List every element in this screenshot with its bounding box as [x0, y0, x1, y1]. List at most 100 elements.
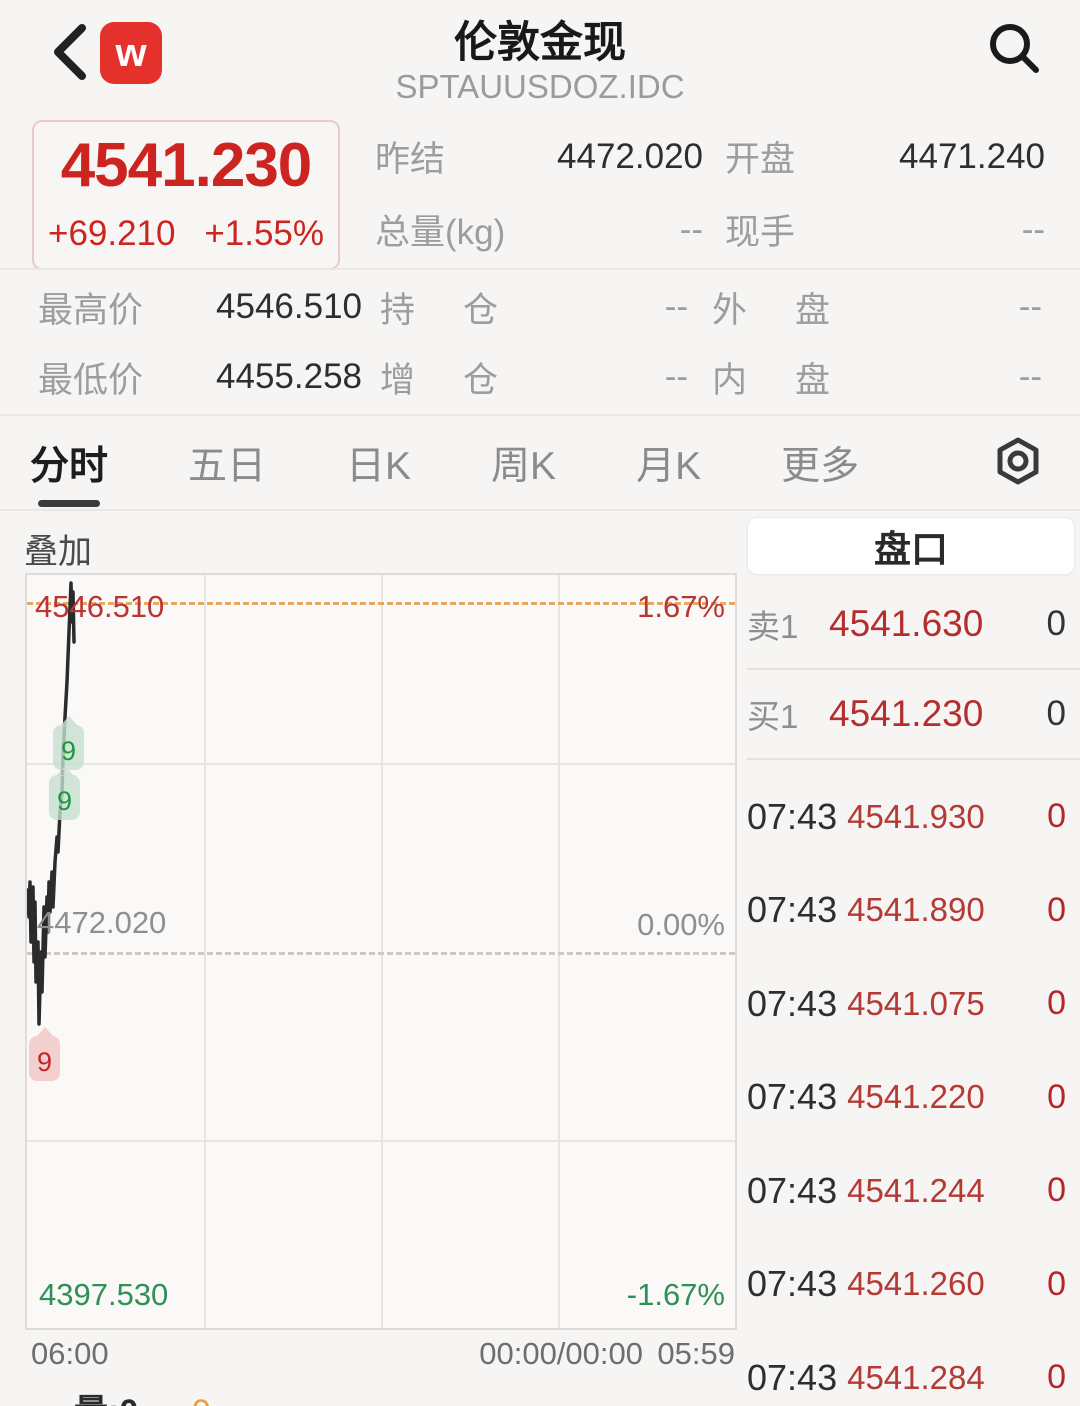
trade-qty: 0 — [1047, 1171, 1066, 1210]
stat-value: 4472.020 — [557, 136, 703, 176]
stat-value: -- — [679, 209, 703, 249]
trade-price: 4541.244 — [847, 1171, 985, 1209]
trade-time: 07:43 — [747, 1076, 838, 1118]
event-badge-green[interactable]: 9 — [53, 725, 84, 770]
tab-more[interactable]: 更多 — [781, 445, 860, 488]
trade-time: 07:43 — [747, 982, 838, 1024]
trade-list: 07:43 4541.930 0 07:43 4541.890 0 07:43 … — [747, 770, 1080, 1406]
stat-value: 4455.258 — [216, 357, 362, 396]
stat-label: 昨结 — [375, 140, 446, 179]
instrument-code: SPTAUUSDOZ.IDC — [395, 68, 685, 105]
axis-tick: 06:00 — [31, 1336, 109, 1371]
prev-close-dashed-line — [27, 951, 735, 955]
stat-value: -- — [1018, 287, 1042, 326]
trade-price: 4541.284 — [847, 1358, 985, 1396]
low-pct-label: -1.67% — [626, 1277, 725, 1312]
tab-monthly-k[interactable]: 月K — [636, 445, 702, 488]
trade-row[interactable]: 07:43 4541.260 0 — [747, 1238, 1080, 1332]
axis-tick: 05:59 — [657, 1336, 735, 1371]
divider — [0, 414, 1080, 416]
event-badge-green[interactable]: 9 — [49, 775, 80, 820]
stats-row: 昨结 4472.020 开盘 4471.240 — [375, 131, 1045, 182]
trade-row[interactable]: 07:43 4541.930 0 — [747, 770, 1080, 864]
wind-app-logo[interactable]: w — [100, 22, 162, 84]
trade-row[interactable]: 07:43 4541.075 0 — [747, 957, 1080, 1051]
low-bound-label: 4397.530 — [39, 1277, 169, 1312]
stat-label: 现手 — [725, 213, 796, 252]
trade-time: 07:43 — [747, 1169, 838, 1211]
gridline — [27, 763, 735, 766]
zero-pct-label: 0.00% — [637, 907, 725, 942]
ask-label: 卖1 — [747, 608, 799, 645]
price-change: +69.210 — [48, 214, 176, 253]
trade-qty: 0 — [1047, 1077, 1066, 1116]
quote-stats: 昨结 4472.020 开盘 4471.240 总量(kg) -- 现手 -- — [375, 120, 1045, 266]
price-line-svg — [27, 581, 76, 1026]
stat-label: 最高价 — [38, 290, 144, 330]
stat-label: 总量(kg) — [375, 213, 506, 252]
header: w 伦敦金现 SPTAUUSDOZ.IDC — [0, 0, 1080, 112]
stat-value: 4471.240 — [899, 136, 1045, 176]
page-title: 伦敦金现 — [454, 19, 626, 67]
order-book: 卖1 4541.630 0 买1 4541.230 0 — [747, 580, 1080, 760]
stat-label: 增仓 — [380, 360, 498, 400]
tab-minute[interactable]: 分时 — [30, 435, 108, 491]
ask-row[interactable]: 卖1 4541.630 0 — [747, 580, 1080, 668]
trade-row[interactable]: 07:43 4541.284 0 — [747, 1331, 1080, 1406]
last-price: 4541.230 — [60, 131, 313, 200]
high-price-label: 4546.510 — [35, 589, 165, 624]
chart-period-tabs: 分时 五日 日K 周K 月K 更多 — [0, 418, 1080, 508]
trade-qty: 0 — [1047, 984, 1066, 1023]
price-change-pct: +1.55% — [204, 214, 324, 253]
stat-value: 4546.510 — [216, 287, 362, 326]
stat-value: -- — [664, 357, 688, 396]
intraday-chart[interactable]: 4546.510 1.67% 4472.020 0.00% 4397.530 -… — [25, 573, 737, 1330]
trade-qty: 0 — [1047, 1358, 1066, 1397]
logo-letter: w — [115, 31, 147, 75]
stats-row: 总量(kg) -- 现手 -- — [375, 204, 1045, 255]
stats-row: 最高价 4546.510 持仓 -- 外盘 -- — [0, 282, 1080, 333]
last-price-box: 4541.230 +69.210 +1.55% — [32, 120, 340, 270]
trade-time: 07:43 — [747, 889, 838, 931]
trade-qty: 0 — [1047, 1264, 1066, 1303]
volume-label: 量:0 — [74, 1393, 138, 1406]
session-high-dashed-line — [27, 602, 735, 605]
stat-label: 内盘 — [712, 360, 830, 400]
trade-time: 07:43 — [747, 1356, 838, 1398]
trade-time: 07:43 — [747, 795, 838, 837]
tab-daily-k[interactable]: 日K — [346, 445, 412, 488]
divider — [747, 758, 1080, 760]
trade-row[interactable]: 07:43 4541.220 0 — [747, 1051, 1080, 1145]
trade-qty: 0 — [1047, 890, 1066, 929]
gridline — [27, 1139, 735, 1142]
event-badge-red[interactable]: 9 — [29, 1036, 60, 1081]
trade-time: 07:43 — [747, 1263, 838, 1305]
back-icon[interactable] — [48, 22, 92, 82]
time-axis: 06:00 00:00/00:00 05:59 — [25, 1336, 737, 1380]
tab-five-day[interactable]: 五日 — [188, 445, 267, 488]
stat-value: -- — [1021, 209, 1045, 249]
trade-row[interactable]: 07:43 4541.244 0 — [747, 1144, 1080, 1238]
divider — [0, 268, 1080, 270]
order-book-tab[interactable]: 盘口 — [747, 517, 1075, 575]
divider — [0, 509, 1080, 511]
bid-row[interactable]: 买1 4541.230 0 — [747, 670, 1080, 758]
ask-price: 4541.630 — [829, 603, 984, 644]
stat-value: -- — [664, 287, 688, 326]
search-icon[interactable] — [986, 20, 1042, 76]
tab-weekly-k[interactable]: 周K — [491, 445, 557, 488]
trade-qty: 0 — [1047, 797, 1066, 836]
trade-row[interactable]: 07:43 4541.890 0 — [747, 864, 1080, 958]
bid-label: 买1 — [747, 698, 799, 735]
stat-label: 开盘 — [725, 140, 796, 179]
prev-close-label: 4472.020 — [37, 905, 167, 940]
chart-settings-icon[interactable] — [992, 435, 1044, 492]
trade-price: 4541.220 — [847, 1078, 985, 1116]
overlay-button[interactable]: 叠加 — [24, 533, 92, 571]
trade-price: 4541.075 — [847, 984, 985, 1022]
stat-label: 外盘 — [712, 290, 830, 330]
extended-stats: 最高价 4546.510 持仓 -- 外盘 -- 最低价 4455.258 增仓… — [0, 272, 1080, 412]
volume-value: 0 — [192, 1393, 211, 1406]
volume-row: 量:0 0 — [74, 1384, 211, 1406]
